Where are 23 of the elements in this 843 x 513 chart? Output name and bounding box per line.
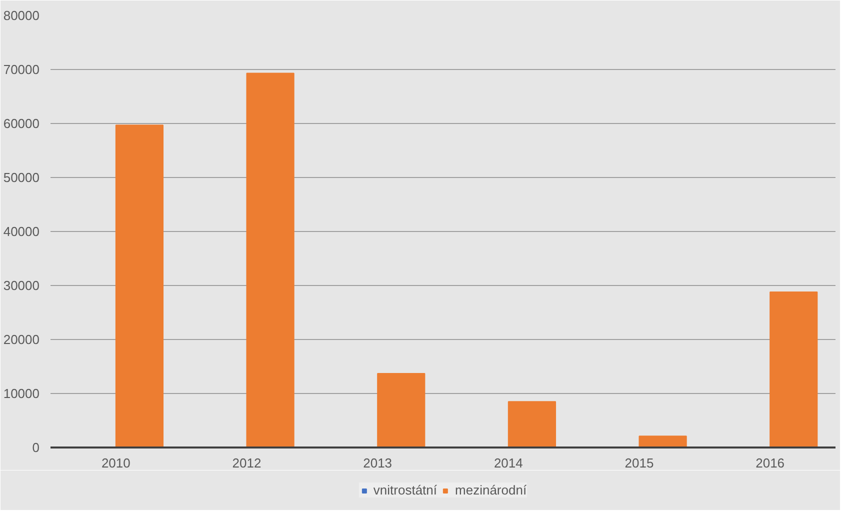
legend-label: mezinárodní [455,482,527,498]
bar [115,124,164,448]
x-tick-label: 2013 [363,456,392,470]
x-tick-label: 2010 [101,456,130,470]
y-tick-label: 10000 [3,386,40,401]
y-tick-label: 20000 [3,332,40,347]
bar [638,436,687,448]
x-tick-label: 2012 [232,456,262,470]
y-tick-label: 0 [32,440,40,455]
x-tick-label: 2015 [624,456,654,470]
y-tick-label: 70000 [3,62,40,77]
y-tick-label: 60000 [3,116,40,131]
y-tick-label: 50000 [3,170,40,185]
bar [770,291,818,448]
bar [377,373,426,448]
y-tick-label: 40000 [3,224,40,239]
y-tick-label: 80000 [3,8,40,23]
bar [246,72,294,448]
x-tick-label: 2014 [494,456,523,470]
legend-label: vnitrostátní [373,482,438,498]
bar [508,401,556,448]
y-tick-label: 30000 [3,278,40,293]
x-tick-label: 2016 [756,456,785,470]
